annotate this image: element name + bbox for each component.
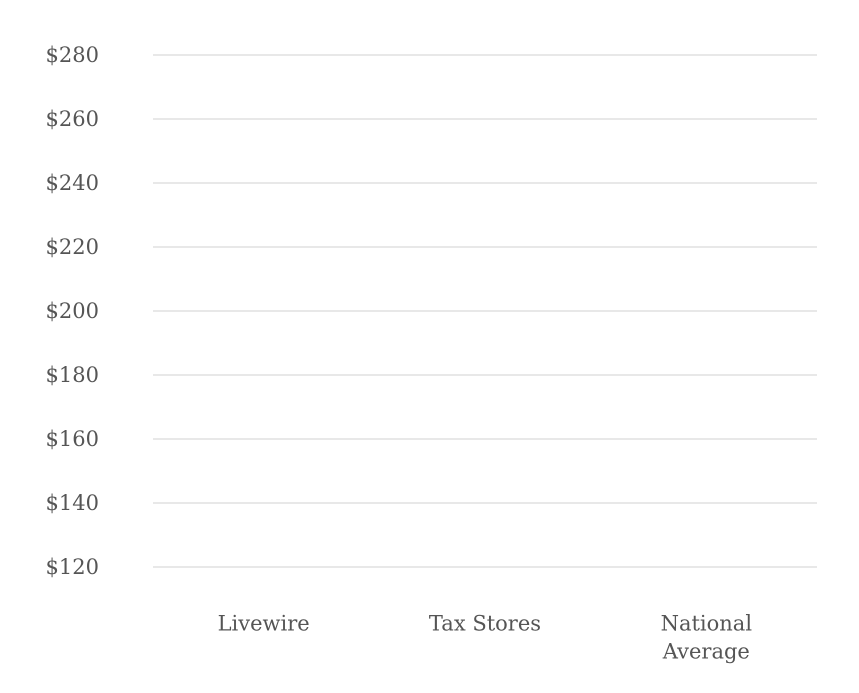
y-tick-label: $180: [46, 363, 99, 387]
y-tick-label: $220: [46, 235, 99, 259]
x-tick-label-line: Average: [662, 639, 750, 663]
y-tick-label: $240: [46, 171, 99, 195]
y-tick-label: $160: [46, 427, 99, 451]
y-tick-label: $140: [46, 491, 99, 515]
y-tick-label: $280: [46, 43, 99, 67]
x-axis: Livewire Tax Stores National Average: [218, 611, 753, 663]
x-tick-label: Tax Stores: [429, 611, 541, 635]
x-tick-label: National Average: [661, 611, 753, 663]
y-tick-label: $120: [46, 555, 99, 579]
x-tick-label-line: Livewire: [218, 611, 310, 635]
x-tick-label-line: National: [661, 611, 753, 635]
x-tick-label: Livewire: [218, 611, 310, 635]
y-tick-label: $200: [46, 299, 99, 323]
x-tick-label-line: Tax Stores: [429, 611, 541, 635]
gridlines: [153, 54, 817, 568]
y-tick-label: $260: [46, 107, 99, 131]
y-axis: $120 $140 $160 $180 $200 $220 $240 $260 $280: [46, 43, 99, 579]
